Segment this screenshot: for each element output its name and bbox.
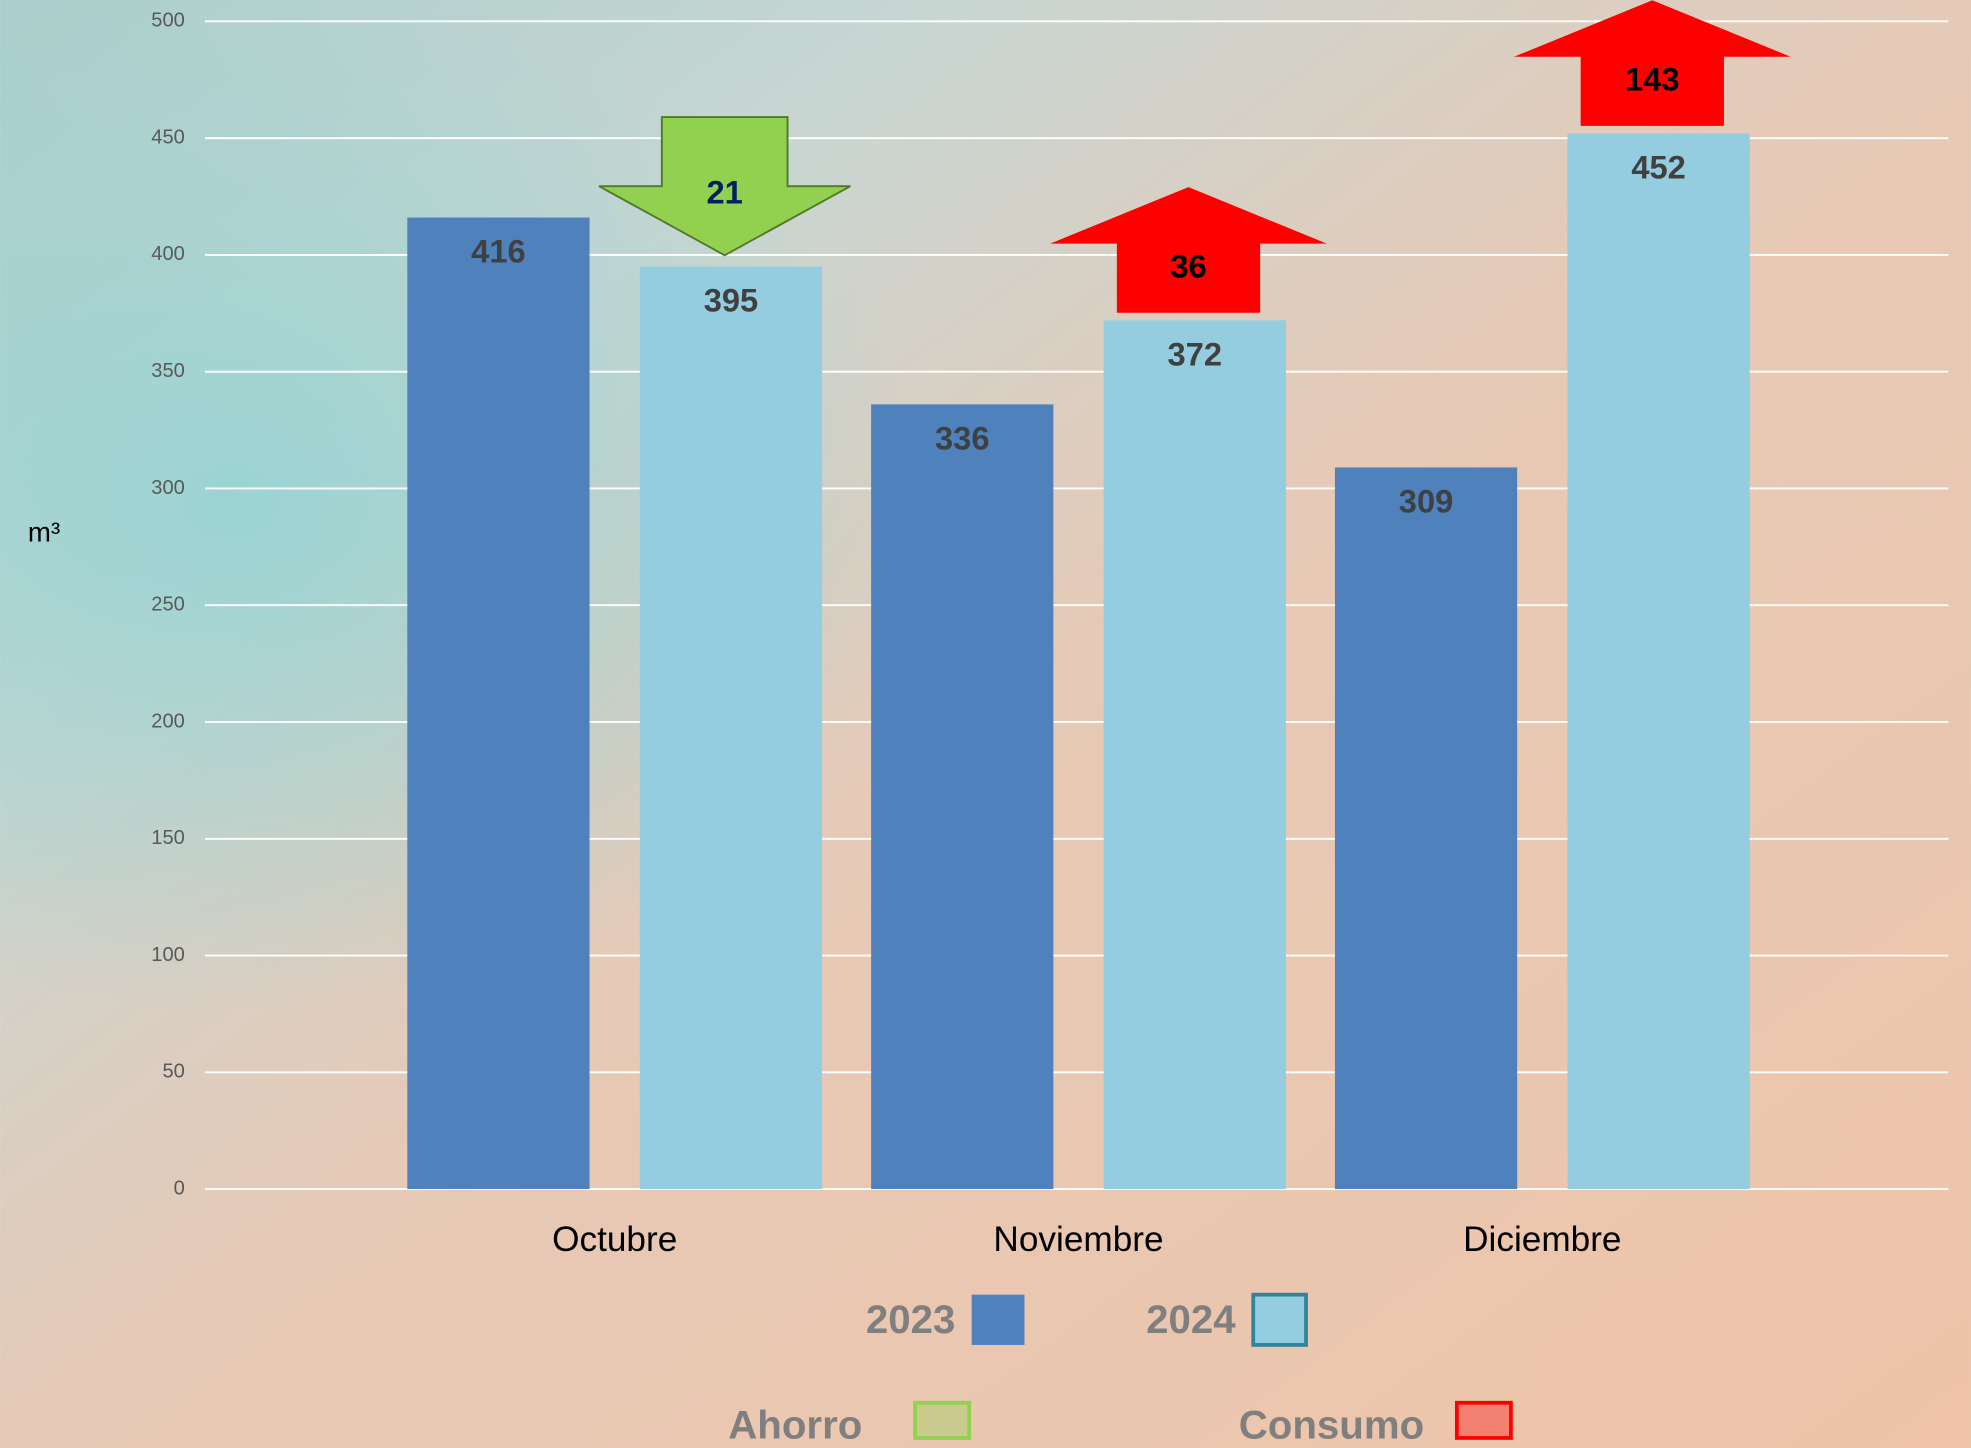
y-tick-label: 350 <box>151 360 185 382</box>
x-tick-label: Noviembre <box>993 1220 1163 1259</box>
y-axis-label: m³ <box>28 516 60 547</box>
y-tick-label: 500 <box>151 10 185 32</box>
y-tick-label: 400 <box>151 243 185 265</box>
change-label: 21 <box>707 174 743 211</box>
y-tick-label: 100 <box>151 944 185 966</box>
value-label: 336 <box>935 419 990 456</box>
legend-label: Consumo <box>1239 1403 1424 1448</box>
y-tick-label: 250 <box>151 594 185 616</box>
y-tick-label: 50 <box>162 1061 184 1083</box>
bar <box>1104 320 1286 1189</box>
bar <box>640 267 822 1189</box>
legend-swatch <box>915 1403 969 1438</box>
chart: m³ 0 50 100 150 200 250 300 350 400 450 500 Octubre… <box>0 0 1971 1448</box>
bar <box>407 218 589 1190</box>
change-label: 143 <box>1625 61 1680 98</box>
y-tick-label: 200 <box>151 710 185 732</box>
x-tick-label: Diciembre <box>1463 1220 1621 1259</box>
value-label: 309 <box>1399 483 1454 520</box>
y-tick-label: 300 <box>151 477 185 499</box>
legend-swatch <box>972 1295 1025 1345</box>
legend-swatch <box>1457 1403 1511 1438</box>
legend-label: 2023 <box>866 1297 955 1342</box>
change-label: 36 <box>1170 247 1206 284</box>
y-tick-label: 450 <box>151 126 185 148</box>
x-tick-label: Octubre <box>552 1220 677 1259</box>
bar <box>1335 467 1517 1189</box>
value-label: 372 <box>1168 335 1223 372</box>
legend-swatch <box>1253 1295 1306 1345</box>
value-label: 416 <box>471 233 526 270</box>
legend-label: Ahorro <box>728 1403 862 1448</box>
bar <box>1567 133 1749 1189</box>
bar <box>871 404 1053 1189</box>
y-tick-label: 0 <box>174 1177 185 1199</box>
value-label: 395 <box>704 282 759 319</box>
y-tick-label: 150 <box>151 827 185 849</box>
legend-label: 2024 <box>1146 1297 1236 1342</box>
value-label: 452 <box>1631 149 1686 186</box>
